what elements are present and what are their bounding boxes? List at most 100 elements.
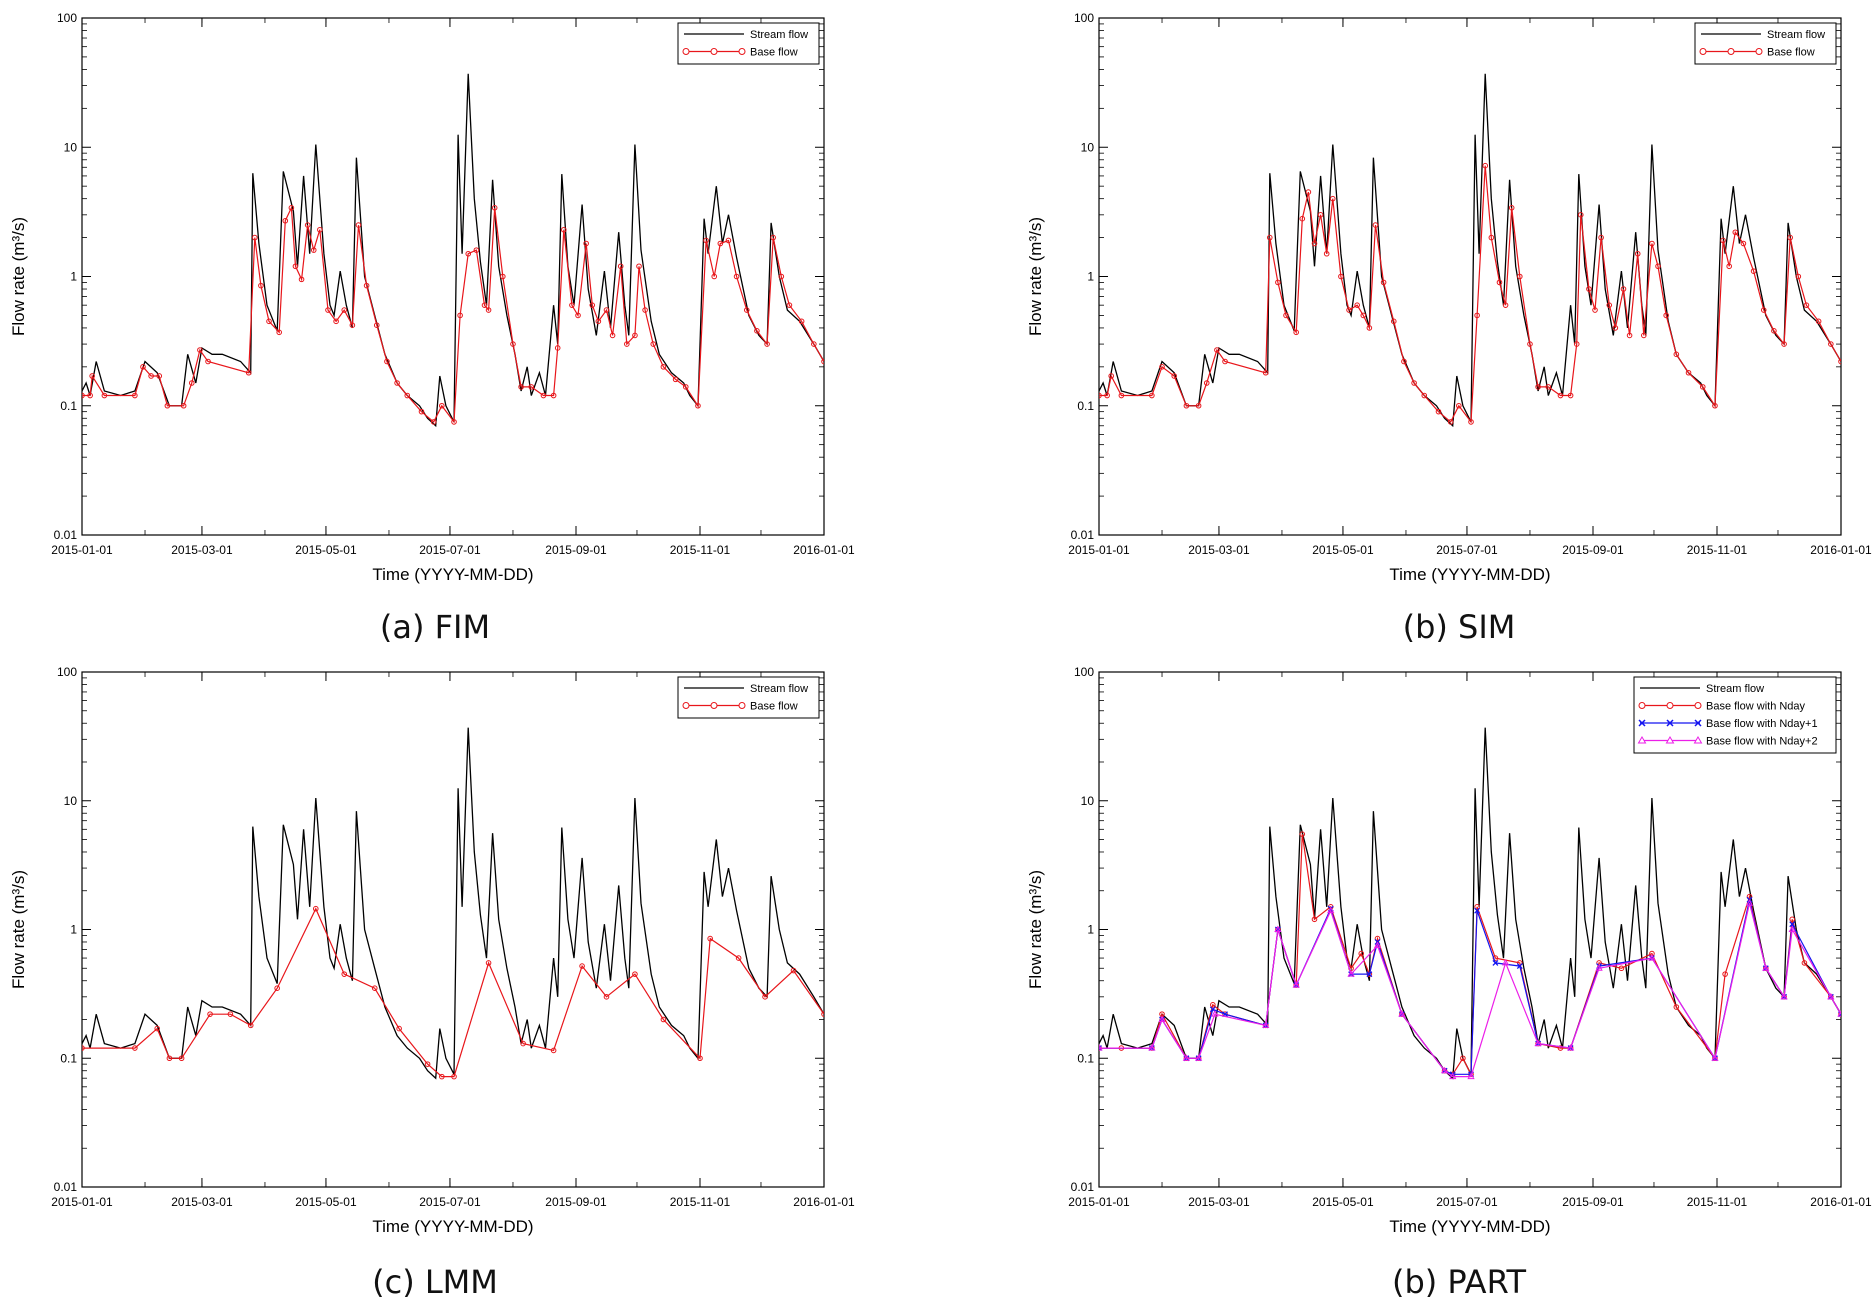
x-tick-label: 2015-03-01	[1188, 1195, 1250, 1209]
legend: Stream flow Base flow with Nday Base flow …	[1633, 676, 1837, 754]
legend-marker	[1694, 702, 1702, 709]
series-3-point	[1211, 1010, 1219, 1017]
series-1-point	[636, 263, 642, 270]
legend-label: Base flow with Nday	[1706, 701, 1806, 713]
x-tick-label: 2015-05-01	[295, 543, 357, 557]
series-3-point	[1194, 1054, 1203, 1061]
series-1-point	[1338, 273, 1344, 280]
series-3-point	[1449, 1072, 1457, 1080]
series-1-point	[266, 318, 272, 325]
series-1-point	[384, 358, 390, 365]
x-tick-label: 2015-05-01	[1312, 1195, 1374, 1209]
legend-label: Base flow	[750, 701, 798, 713]
chart-panel-4: 0.01 0.1 1 10 100 2015-01-01 2015-03-01 2015-05…	[1026, 665, 1872, 1236]
x-tick-label: 2015-01-01	[51, 543, 113, 557]
series-1-point	[1720, 237, 1726, 244]
x-tick-label: 2015-11-01	[1687, 543, 1748, 557]
stream-flow-line	[82, 727, 824, 1080]
series-1-point	[1149, 392, 1155, 399]
y-axis-label: Flow rate (m³/s)	[9, 870, 28, 989]
series-1-point	[132, 1045, 138, 1051]
chart-panel-3: 0.01 0.1 1 10 100 2015-01-01 2015-03-01 2015-05…	[9, 665, 855, 1236]
series-1-point	[1685, 369, 1692, 376]
legend-box	[1694, 22, 1837, 65]
series-1-point	[550, 1047, 557, 1054]
x-tick-label: 2015-01-01	[51, 1195, 113, 1209]
series-1-point	[735, 955, 742, 961]
plot-area	[1099, 73, 1841, 428]
series-1-point	[154, 1025, 161, 1032]
series-1-point	[1732, 229, 1739, 236]
series-1-point	[1740, 240, 1747, 247]
series-1-point	[1329, 195, 1336, 202]
series-1-point	[1606, 302, 1613, 308]
series-1-point	[298, 276, 305, 283]
legend-label: Stream flow	[1706, 683, 1764, 695]
x-axis-label: Time (YYYY-MM-DD)	[372, 565, 533, 584]
y-tick-label: 1	[1087, 270, 1094, 284]
series-1-point	[624, 341, 630, 347]
x-tick-label: 2015-11-01	[670, 543, 731, 557]
series-1-point	[595, 318, 602, 325]
series-1-point	[188, 380, 195, 386]
series-1-point	[1366, 325, 1373, 331]
series-1-point	[725, 237, 732, 244]
series-1-point	[764, 341, 770, 347]
series-2-point	[1516, 963, 1523, 970]
series-1-point	[1460, 1055, 1466, 1062]
series-1-point	[1283, 312, 1289, 319]
series-1-point	[207, 1011, 213, 1017]
y-tick-label: 0.01	[54, 1180, 78, 1194]
series-1-point	[1380, 279, 1387, 286]
series-1-point	[798, 318, 805, 325]
series-1-point	[579, 963, 585, 969]
plot-frame	[1098, 17, 1842, 536]
series-1-point	[617, 263, 624, 270]
series-1-point	[457, 312, 463, 319]
series-1-point	[1673, 1004, 1680, 1010]
series-1-point	[1323, 250, 1330, 257]
series-1-point	[1673, 351, 1680, 358]
series-1-point	[205, 358, 211, 365]
series-1-point	[258, 282, 264, 289]
series-1-point	[333, 318, 339, 325]
series-1-point	[1789, 916, 1796, 923]
y-tick-label: 1	[70, 270, 77, 284]
legend-label: Base flow with Nday+2	[1706, 736, 1818, 748]
series-line-3	[1099, 903, 1841, 1078]
series-3-point	[1467, 1072, 1475, 1080]
y-tick-label: 1	[1087, 923, 1094, 937]
series-1-point	[707, 935, 713, 942]
legend-box	[677, 22, 820, 65]
series-1-point	[1598, 234, 1604, 241]
y-tick-label: 100	[1074, 11, 1094, 25]
series-1-point	[1222, 358, 1228, 365]
series-1-point	[371, 985, 378, 992]
series-1-point	[1508, 205, 1515, 211]
y-tick-label: 1	[70, 923, 77, 937]
series-1-point	[245, 369, 252, 376]
panel-caption: (b) PART	[1392, 1263, 1527, 1301]
series-1-point	[1183, 402, 1190, 409]
series-1-point	[276, 329, 282, 336]
series-1-point	[274, 985, 280, 992]
series-1-point	[304, 222, 311, 228]
legend-marker	[1666, 702, 1674, 709]
series-3-point	[1501, 958, 1510, 966]
plot-area	[82, 73, 824, 428]
series-1-point	[1317, 212, 1324, 218]
series-1-point	[1474, 312, 1480, 319]
series-3-point	[1327, 906, 1335, 914]
y-tick-label: 10	[64, 140, 78, 154]
x-tick-label: 2015-07-01	[1436, 543, 1498, 557]
series-1-point	[451, 419, 457, 425]
series-3-point	[1274, 925, 1282, 932]
series-1-point	[312, 905, 319, 912]
x-tick-label: 2015-01-01	[1068, 1195, 1130, 1209]
series-3-point	[1566, 1044, 1575, 1051]
series-1-point	[1275, 279, 1281, 286]
series-1-point	[418, 408, 425, 415]
series-1-point	[717, 240, 724, 247]
series-2-point	[1789, 921, 1796, 928]
